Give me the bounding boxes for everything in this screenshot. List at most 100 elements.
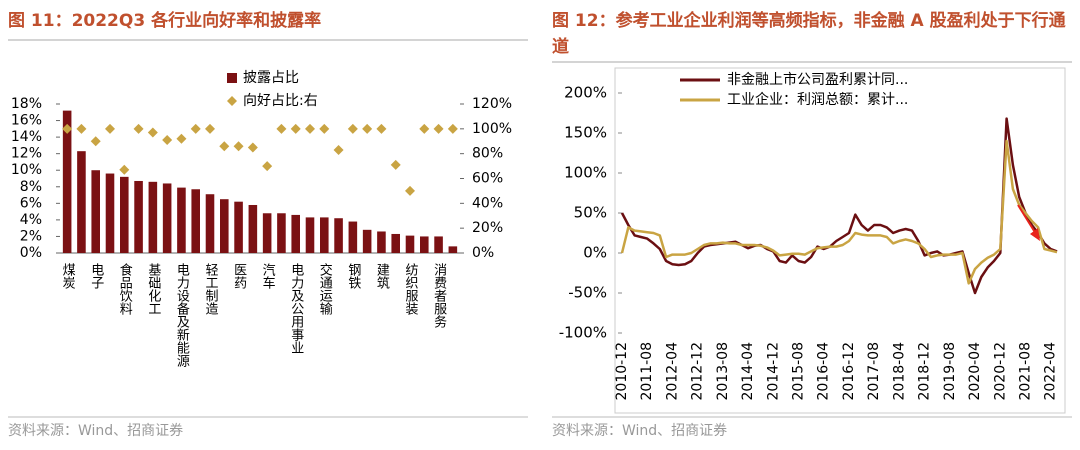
x-tick-label: 2021-08 (1017, 342, 1033, 401)
bar (234, 201, 243, 253)
bar (105, 173, 115, 253)
y-tick-label: -100% (559, 324, 607, 342)
x-tick-label: 2016-04 (816, 342, 832, 401)
y2-tick-label: 40% (472, 195, 503, 211)
x-tick-label: 2015-08 (791, 342, 807, 401)
plot-frame (614, 67, 1066, 414)
y2-tick-label: 60% (472, 171, 503, 187)
y-tick-label: 2% (20, 228, 42, 244)
diamond-marker (119, 164, 130, 175)
bar (177, 187, 186, 253)
bar (148, 181, 158, 253)
x-tick-label: 2014-12 (765, 342, 781, 401)
chart-title: 图 11：2022Q3 各行业向好率和披露率 (8, 11, 322, 31)
diamond-marker (219, 141, 230, 152)
x-tick-label: 纺织服装 (403, 263, 419, 315)
diamond-marker (162, 135, 173, 146)
bar (434, 236, 443, 253)
diamond-marker (76, 123, 87, 134)
y-tick-label: 16% (11, 113, 42, 129)
x-tick-label: 汽车 (260, 263, 276, 289)
diamond-marker (362, 123, 373, 134)
x-tick-label: 2019-08 (942, 342, 958, 401)
diamond-marker (105, 123, 115, 134)
bar (320, 217, 329, 253)
diamond-marker (247, 142, 258, 153)
x-tick-label: 2020-12 (992, 342, 1008, 401)
bar (291, 214, 300, 253)
y2-tick-label: 100% (472, 121, 512, 137)
diamond-marker (190, 123, 201, 134)
y-tick-label: 150% (564, 124, 607, 142)
y-tick-label: 50% (574, 204, 607, 222)
diamond-marker (447, 123, 458, 134)
x-tick-label: 2016-12 (841, 342, 857, 401)
bar (248, 204, 258, 253)
x-tick-label: 2018-04 (891, 342, 907, 401)
x-tick-label: 电力及公用事业 (288, 263, 304, 354)
diamond-marker (290, 123, 301, 134)
y-tick-label: 12% (11, 146, 42, 162)
x-tick-label: 2012-12 (690, 342, 706, 401)
x-tick-label: 电力设备及新能源 (174, 263, 190, 367)
y-tick-label: 14% (11, 129, 42, 145)
y2-tick-label: 0% (472, 245, 494, 261)
x-tick-label: 2010-12 (614, 342, 630, 401)
x-tick-label: 2011-08 (639, 342, 655, 401)
legend-label: 工业企业：利润总额：累计... (727, 91, 908, 108)
line-series (620, 139, 1058, 285)
x-tick-label: 2020-04 (967, 342, 983, 401)
diamond-marker (233, 141, 244, 152)
diamond-marker (376, 123, 387, 134)
legend-label: 披露占比 (243, 70, 299, 86)
bar (162, 183, 172, 253)
y-tick-label: 6% (20, 195, 42, 211)
diamond-marker (90, 136, 101, 147)
y-tick-label: 8% (20, 179, 42, 195)
y-tick-label: 4% (20, 212, 42, 228)
legend-marker (227, 73, 237, 83)
diamond-marker (262, 161, 273, 172)
y-tick-label: -50% (568, 284, 607, 302)
x-tick-label: 医药 (231, 263, 247, 289)
y-tick-label: 0% (583, 244, 607, 262)
bar (334, 218, 343, 253)
bar (420, 236, 429, 253)
bar (405, 235, 415, 253)
diamond-marker (405, 185, 415, 196)
bar (120, 176, 129, 253)
x-tick-label: 交通运输 (317, 262, 333, 315)
x-tick-label: 钢铁 (345, 263, 361, 289)
x-tick-label: 食品饮料 (117, 262, 132, 315)
legend-marker (227, 96, 237, 106)
bar (348, 221, 358, 253)
diamond-marker (62, 123, 73, 134)
diamond-marker (419, 123, 430, 134)
y-tick-label: 200% (564, 84, 607, 102)
diamond-marker (276, 123, 287, 134)
bar (305, 217, 315, 253)
x-tick-label: 2017-08 (866, 342, 882, 401)
diamond-marker (176, 133, 187, 144)
diamond-marker (433, 123, 444, 134)
diamond-marker (347, 123, 358, 134)
diamond-marker (390, 159, 401, 170)
diamond-marker (205, 123, 215, 134)
x-tick-label: 消费者服务 (431, 263, 447, 328)
x-tick-label: 电子 (88, 263, 104, 289)
bar (391, 233, 400, 253)
diamond-marker (305, 123, 315, 134)
bar (377, 231, 386, 253)
legend-label: 非金融上市公司盈利累计同... (727, 71, 908, 88)
diamond-marker (133, 123, 144, 134)
bar (91, 170, 100, 253)
x-tick-label: 2014-04 (740, 342, 756, 401)
bar (448, 246, 458, 253)
marks: 0%2%4%6%8%10%12%14%16%18%0%20%40%60%80%1… (11, 70, 1059, 401)
x-tick-label: 煤炭 (60, 263, 76, 290)
bar (191, 189, 200, 253)
x-tick-label: 建筑 (374, 263, 390, 290)
legend-label: 向好占比:右 (243, 93, 318, 109)
x-tick-label: 2018-12 (917, 342, 933, 401)
